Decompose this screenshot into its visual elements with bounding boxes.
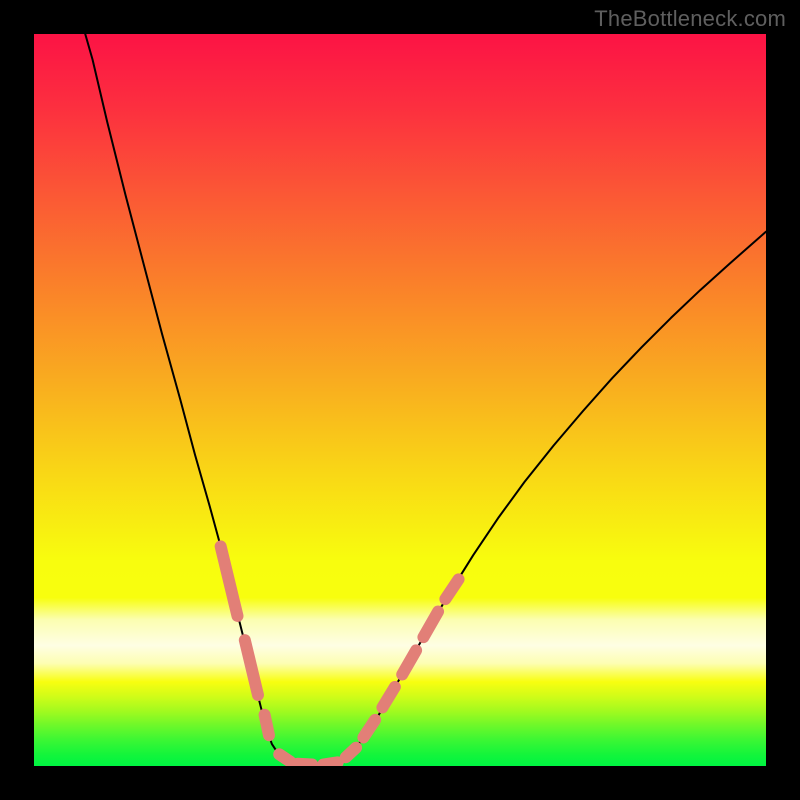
highlight-dash: [265, 715, 269, 736]
highlight-dash: [279, 754, 290, 761]
watermark-text: TheBottleneck.com: [594, 6, 786, 32]
highlight-dash: [298, 764, 313, 765]
highlight-dash: [346, 748, 356, 758]
gradient-panel: [34, 34, 766, 766]
bottleneck-chart: [0, 0, 800, 800]
chart-frame: TheBottleneck.com: [0, 0, 800, 800]
highlight-dash: [323, 762, 338, 764]
